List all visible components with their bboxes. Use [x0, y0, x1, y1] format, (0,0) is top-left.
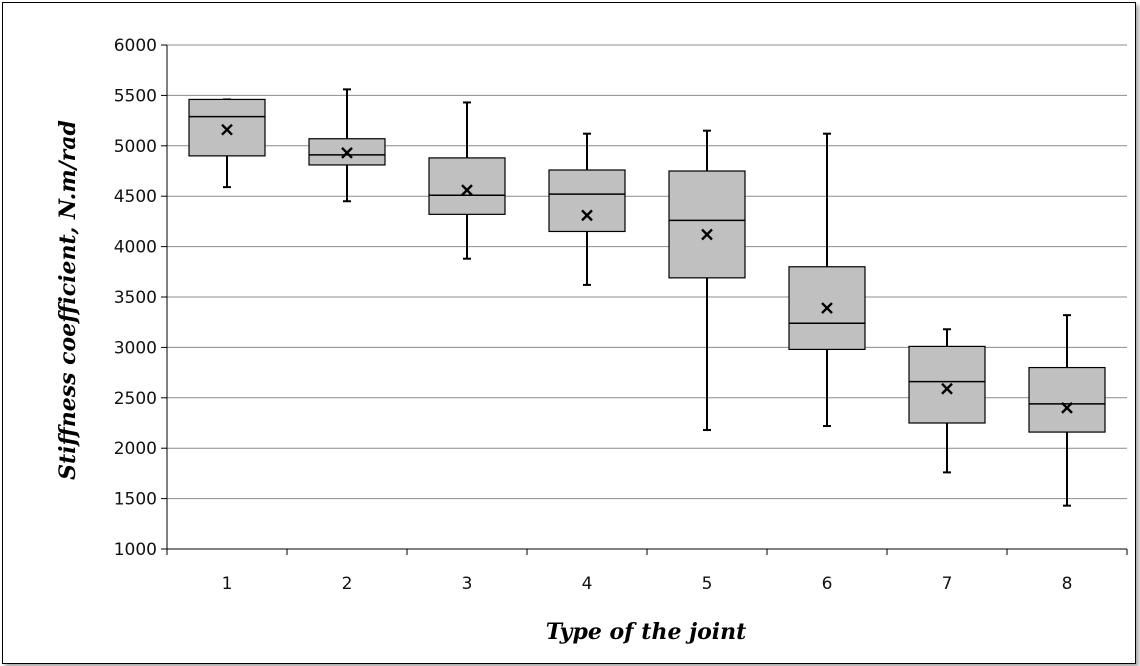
box-8 [1028, 314, 1106, 507]
box-iqr [908, 345, 986, 424]
x-tick-label: 8 [1062, 574, 1073, 594]
x-tick-label: 3 [462, 574, 473, 594]
gridlines [167, 44, 1127, 500]
mean-marker-stroke [941, 382, 953, 395]
mean-marker [461, 184, 473, 197]
box-iqr [188, 98, 266, 157]
box-iqr [428, 157, 506, 215]
mean-marker [341, 147, 353, 159]
y-tick-label: 3000 [114, 338, 157, 358]
box-6 [788, 132, 866, 428]
x-tick-label: 1 [222, 574, 233, 594]
y-tick-label: 4500 [114, 187, 157, 207]
x-tick-label: 6 [822, 574, 833, 594]
x-tick-label: 2 [342, 574, 353, 594]
mean-marker-stroke [821, 302, 833, 314]
y-tick-label: 1000 [114, 540, 157, 560]
y-tick-label: 5000 [114, 137, 157, 157]
box-4 [548, 132, 626, 286]
mean-marker [701, 228, 713, 241]
mean-marker [221, 123, 233, 136]
y-tick-label: 4000 [114, 238, 157, 258]
y-axis-title: Stiffness coefficient, N.m/rad [55, 120, 81, 480]
mean-marker-stroke [701, 228, 713, 241]
y-tick-label: 2500 [114, 389, 157, 409]
box-iqr [548, 169, 626, 233]
axes [161, 44, 1128, 555]
box-7 [908, 328, 986, 474]
box-3 [428, 101, 506, 260]
y-tick-label: 1500 [114, 490, 157, 510]
x-tick-labels: 1 2 3 4 5 6 7 8 [222, 574, 1073, 594]
mean-marker-stroke [341, 147, 353, 159]
box-iqr [308, 138, 386, 166]
mean-marker-stroke [221, 123, 233, 136]
x-axis-title: Type of the joint [546, 619, 747, 645]
box-iqr [1028, 366, 1106, 433]
box-5 [668, 129, 746, 432]
mean-marker-stroke [581, 209, 593, 222]
mean-marker [941, 382, 953, 395]
y-tick-label: 3500 [114, 288, 157, 308]
y-tick-label: 2000 [114, 439, 157, 459]
y-tick-labels: 1000 1500 2000 2500 3000 3500 4000 4500 5000 5500… [114, 36, 157, 560]
box-iqr [668, 170, 746, 279]
x-tick-label: 7 [942, 574, 953, 594]
box-plot-chart: 1000 1500 2000 2500 3000 3500 4000 4500 5000 5500… [55, 36, 1128, 645]
y-tick-label: 6000 [114, 36, 157, 56]
box-1 [188, 98, 266, 189]
boxes [188, 88, 1106, 507]
box-2 [308, 88, 386, 203]
x-tick-label: 5 [702, 574, 713, 594]
mean-marker-stroke [461, 184, 473, 197]
mean-marker-stroke [1061, 402, 1073, 414]
y-tick-label: 5500 [114, 86, 157, 106]
mean-marker [821, 302, 833, 314]
mean-marker [581, 209, 593, 222]
mean-marker [1061, 402, 1073, 414]
x-tick-label: 4 [582, 574, 593, 594]
